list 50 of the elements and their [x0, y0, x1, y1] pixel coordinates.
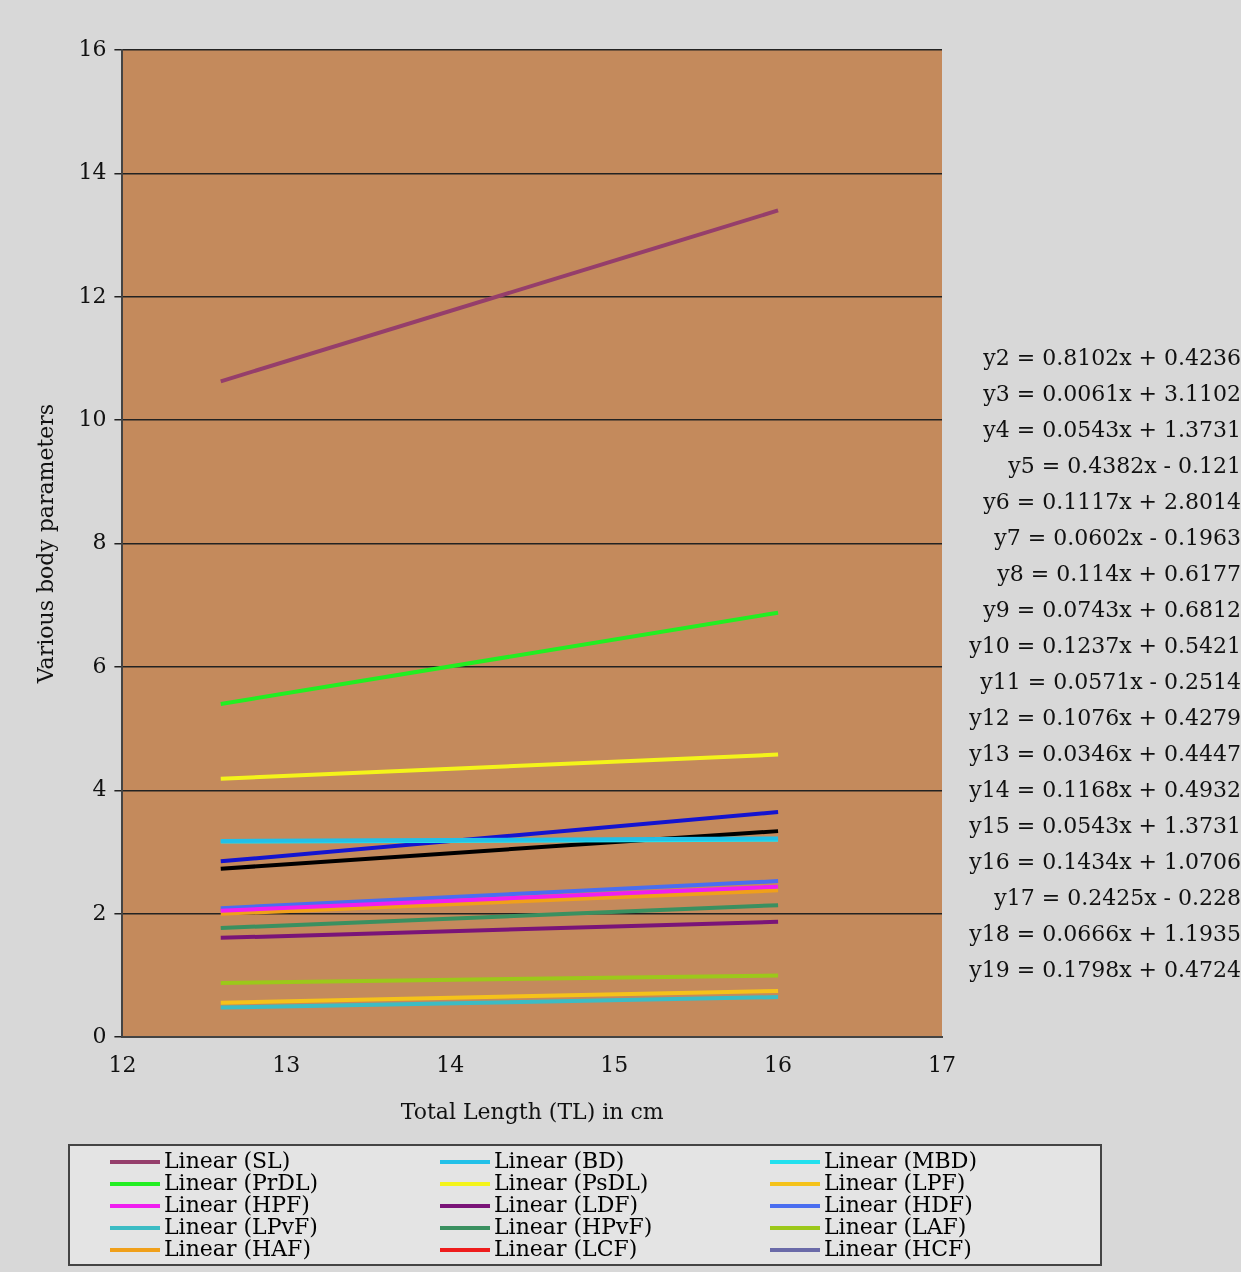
- legend-label: Linear (LPvF): [163, 1214, 319, 1239]
- legend-label: Linear (LPF): [823, 1170, 966, 1195]
- legend-label: Linear (HDF): [823, 1192, 974, 1217]
- text: y16 = 0.1434x + 1.0706: [968, 848, 1241, 876]
- text: y6 = 0.1117x + 2.8014: [982, 488, 1241, 516]
- legend-label: Linear (MBD): [823, 1148, 978, 1173]
- text: y18 = 0.0666x + 1.1935: [968, 920, 1241, 948]
- text: y10 = 0.1237x + 0.5421: [968, 632, 1241, 660]
- text: y2 = 0.8102x + 0.4236: [982, 344, 1241, 372]
- legend-label: Linear (SL): [163, 1148, 292, 1173]
- text: y19 = 0.1798x + 0.4724: [968, 956, 1241, 984]
- text: y17 = 0.2425x - 0.228: [993, 884, 1241, 912]
- y-tick-label: 6: [92, 652, 107, 678]
- legend-label: Linear (LCF): [493, 1236, 638, 1261]
- text: y3 = 0.0061x + 3.1102: [982, 380, 1241, 408]
- x-tick-label: 17: [928, 1052, 956, 1078]
- legend-label: Linear (BD): [493, 1148, 626, 1173]
- x-tick-label: 12: [108, 1052, 137, 1078]
- text: y15 = 0.0543x + 1.3731: [968, 812, 1241, 840]
- y-tick-label: 2: [92, 899, 107, 925]
- legend-label: Linear (PrDL): [163, 1170, 320, 1195]
- x-axis-title: Total Length (TL) in cm: [400, 1098, 664, 1124]
- y-tick-label: 4: [92, 776, 107, 802]
- text: y14 = 0.1168x + 0.4932: [968, 776, 1241, 804]
- y-tick-label: 10: [78, 405, 107, 431]
- y-tick-label: 0: [92, 1022, 107, 1048]
- y-tick-label: 12: [78, 282, 107, 308]
- text: y9 = 0.0743x + 0.6812: [982, 596, 1241, 624]
- text: y4 = 0.0543x + 1.3731: [982, 416, 1241, 444]
- y-tick-label: 14: [78, 159, 107, 185]
- text: y13 = 0.0346x + 0.4447: [968, 740, 1241, 768]
- x-tick-label: 15: [600, 1052, 629, 1078]
- x-tick-label: 16: [764, 1052, 793, 1078]
- x-tick-label: 14: [436, 1052, 465, 1078]
- legend-label: Linear (PsDL): [493, 1170, 650, 1195]
- y-axis-title: Various body parameters: [32, 403, 58, 685]
- legend-label: Linear (HPF): [163, 1192, 310, 1217]
- y-tick-label: 8: [92, 529, 107, 555]
- x-tick-label: 13: [272, 1052, 301, 1078]
- text: y5 = 0.4382x - 0.121: [1007, 452, 1241, 480]
- text: y8 = 0.114x + 0.6177: [996, 560, 1241, 588]
- text: y11 = 0.0571x - 0.2514: [979, 668, 1241, 696]
- legend-label: Linear (HCF): [823, 1236, 973, 1261]
- y-tick-label: 16: [78, 35, 107, 61]
- legend-label: Linear (LAF): [823, 1214, 967, 1239]
- text: y12 = 0.1076x + 0.4279: [968, 704, 1241, 732]
- legend-label: Linear (HPvF): [493, 1214, 654, 1239]
- legend-label: Linear (LDF): [493, 1192, 639, 1217]
- text: y7 = 0.0602x - 0.1963: [993, 524, 1241, 552]
- legend-label: Linear (HAF): [163, 1236, 311, 1261]
